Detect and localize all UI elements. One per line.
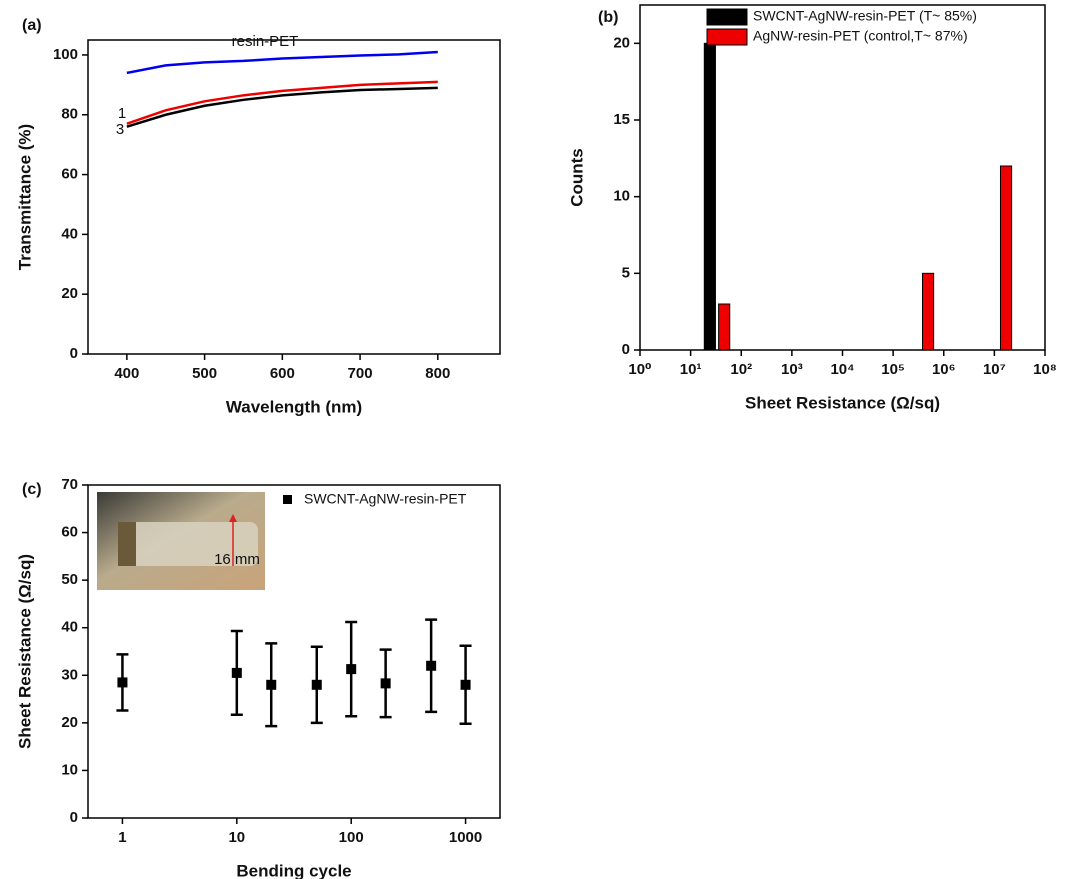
y-tick-label: 5 xyxy=(622,264,630,281)
y-axis-title: Sheet Resistance (Ω/sq) xyxy=(15,554,34,749)
y-tick-label: 60 xyxy=(61,524,78,541)
series-label: 1 xyxy=(118,105,126,122)
y-tick-label: 20 xyxy=(613,34,630,51)
legend-label: SWCNT-AgNW-resin-PET (T~ 85%) xyxy=(753,8,977,24)
x-axis-title: Bending cycle xyxy=(236,861,351,879)
y-tick-label: 80 xyxy=(61,106,78,123)
x-tick-label: 100 xyxy=(339,829,364,846)
series-label: 3 xyxy=(116,121,124,138)
x-tick-label: 1000 xyxy=(449,829,482,846)
x-tick-label: 10¹ xyxy=(680,361,702,378)
x-tick-label: 500 xyxy=(192,365,217,382)
panel-label: (c) xyxy=(22,481,42,498)
x-tick-label: 400 xyxy=(114,365,139,382)
line xyxy=(126,50,438,75)
x-tick-label: 10² xyxy=(730,361,752,378)
inset-label: 16 mm xyxy=(214,551,260,568)
marker xyxy=(380,678,391,689)
line xyxy=(126,86,438,128)
marker xyxy=(266,679,277,690)
marker xyxy=(311,679,322,690)
panel-label: (b) xyxy=(598,9,618,26)
x-tick-label: 800 xyxy=(425,365,450,382)
y-tick-label: 100 xyxy=(53,46,78,63)
x-axis-title: Wavelength (nm) xyxy=(226,397,362,416)
x-tick-label: 1 xyxy=(118,829,126,846)
y-tick-label: 0 xyxy=(70,345,78,362)
plot-frame xyxy=(87,39,501,355)
x-tick-label: 10⁰ xyxy=(628,361,651,378)
y-axis-title: Counts xyxy=(567,148,586,207)
y-tick-label: 20 xyxy=(61,714,78,731)
marker xyxy=(231,667,242,678)
legend-swatch xyxy=(706,28,748,46)
y-tick-label: 40 xyxy=(61,225,78,242)
bar xyxy=(703,42,716,351)
y-tick-label: 10 xyxy=(613,188,630,205)
x-tick-label: 10⁵ xyxy=(881,361,905,378)
x-tick-label: 600 xyxy=(270,365,295,382)
x-tick-label: 10³ xyxy=(781,361,803,378)
y-tick-label: 15 xyxy=(613,111,630,128)
marker xyxy=(426,660,437,671)
y-tick-label: 10 xyxy=(61,761,78,778)
y-tick-label: 0 xyxy=(70,809,78,826)
series-label: resin-PET xyxy=(232,33,299,50)
panel-label: (a) xyxy=(22,17,42,34)
bar xyxy=(921,272,935,351)
marker xyxy=(117,677,128,688)
inset-photo xyxy=(97,492,265,590)
bar xyxy=(718,303,731,351)
y-tick-label: 70 xyxy=(61,476,78,493)
x-tick-label: 10⁴ xyxy=(830,361,854,378)
legend-label: SWCNT-AgNW-resin-PET xyxy=(304,491,467,507)
y-axis-title: Transmittance (%) xyxy=(15,124,34,270)
marker xyxy=(346,664,357,675)
x-tick-label: 700 xyxy=(348,365,373,382)
bar xyxy=(999,165,1013,351)
legend-marker xyxy=(283,495,292,504)
legend-label: AgNW-resin-PET (control,T~ 87%) xyxy=(753,28,968,44)
y-tick-label: 0 xyxy=(622,341,630,358)
x-tick-label: 10⁶ xyxy=(932,361,956,378)
y-tick-label: 40 xyxy=(61,619,78,636)
y-tick-label: 20 xyxy=(61,285,78,302)
y-tick-label: 30 xyxy=(61,666,78,683)
x-tick-label: 10 xyxy=(228,829,245,846)
y-tick-label: 50 xyxy=(61,571,78,588)
plot-frame xyxy=(87,484,501,819)
x-tick-label: 10⁷ xyxy=(983,361,1006,378)
y-tick-label: 60 xyxy=(61,166,78,183)
x-axis-title: Sheet Resistance (Ω/sq) xyxy=(745,393,940,412)
marker xyxy=(460,679,471,690)
x-tick-label: 10⁸ xyxy=(1033,361,1057,378)
legend-swatch xyxy=(706,8,748,26)
line xyxy=(126,80,438,125)
plot-frame xyxy=(639,4,1046,351)
